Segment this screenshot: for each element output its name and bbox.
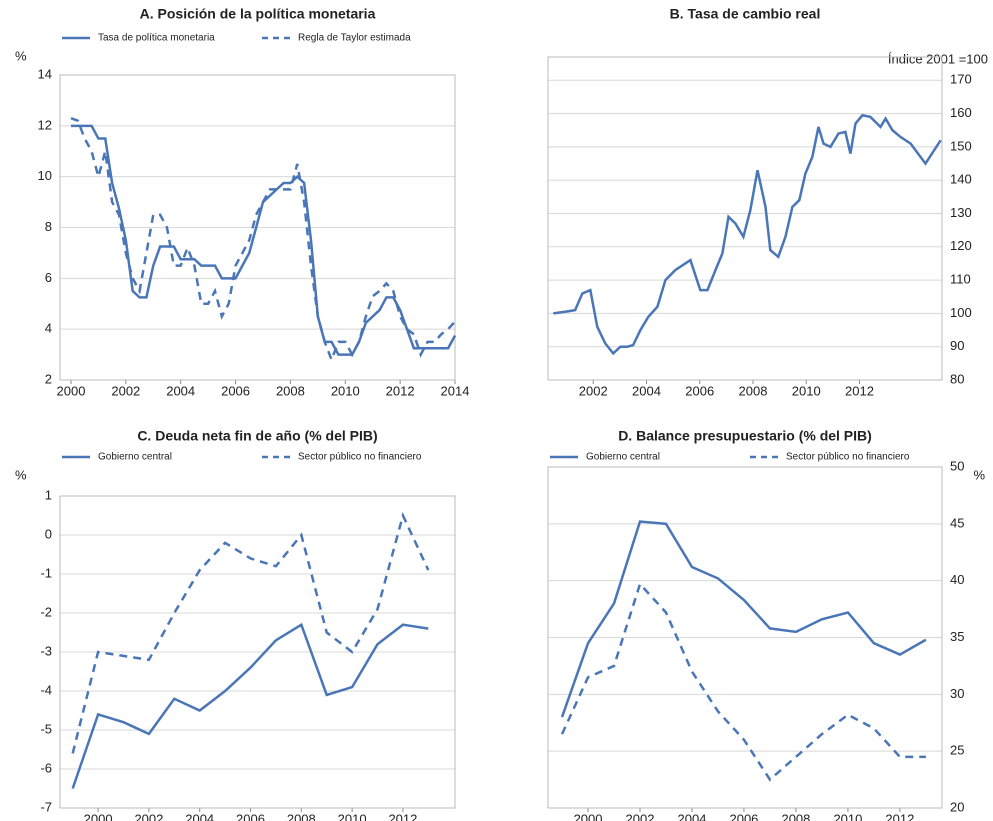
y-tick-label: 160 bbox=[950, 105, 972, 120]
y-tick-label: -3 bbox=[40, 643, 52, 658]
x-tick-label: 2002 bbox=[134, 811, 163, 821]
data-line bbox=[71, 622, 429, 789]
x-tick-label: 2012 bbox=[885, 811, 914, 821]
data-line bbox=[70, 124, 457, 356]
y-tick-label: 40 bbox=[950, 572, 964, 587]
y-tick-label: 0 bbox=[45, 526, 52, 541]
legend-label: Gobierno central bbox=[98, 452, 172, 463]
x-tick-label: 2008 bbox=[739, 383, 768, 398]
x-tick-label: 2012 bbox=[386, 383, 415, 398]
x-tick-label: 2010 bbox=[833, 811, 862, 821]
y-tick-label: 100 bbox=[950, 305, 972, 320]
x-tick-label: 2006 bbox=[221, 383, 250, 398]
x-tick-label: 2008 bbox=[276, 383, 305, 398]
y-tick-label: 130 bbox=[950, 205, 972, 220]
y-tick-label: 35 bbox=[950, 629, 964, 644]
plot-frame bbox=[547, 56, 943, 381]
x-tick-label: 2002 bbox=[626, 811, 655, 821]
plot-frame bbox=[59, 495, 456, 809]
y-tick-label: -7 bbox=[40, 799, 52, 814]
legend-label: Sector público no financiero bbox=[298, 452, 422, 463]
y-tick-label: 80 bbox=[950, 371, 964, 386]
plot-frame bbox=[547, 466, 943, 809]
legend-label: Sector público no financiero bbox=[786, 452, 910, 463]
unit-label: % bbox=[973, 467, 985, 482]
y-tick-label: -5 bbox=[40, 721, 52, 736]
data-line bbox=[553, 113, 942, 356]
x-tick-label: 2004 bbox=[678, 811, 707, 821]
chart-title: C. Deuda neta fin de año (% del PIB) bbox=[137, 428, 377, 444]
chart-title: B. Tasa de cambio real bbox=[670, 6, 821, 22]
y-tick-label: 6 bbox=[45, 270, 52, 285]
data-line bbox=[560, 581, 926, 782]
y-tick-label: 1 bbox=[45, 487, 52, 502]
chart-title: A. Posición de la política monetaria bbox=[140, 6, 376, 22]
y-tick-label: 12 bbox=[38, 117, 52, 132]
x-tick-label: 2004 bbox=[185, 811, 214, 821]
y-tick-label: 20 bbox=[950, 799, 964, 814]
y-tick-label: -2 bbox=[40, 604, 52, 619]
plot-frame bbox=[59, 74, 456, 381]
x-tick-label: 2010 bbox=[338, 811, 367, 821]
y-tick-label: 90 bbox=[950, 338, 964, 353]
x-tick-label: 2000 bbox=[574, 811, 603, 821]
y-tick-label: 2 bbox=[45, 371, 52, 386]
y-tick-label: -1 bbox=[40, 565, 52, 580]
chart-title: D. Balance presupuestario (% del PIB) bbox=[618, 428, 872, 444]
x-tick-label: 2010 bbox=[792, 383, 821, 398]
y-tick-label: 120 bbox=[950, 238, 972, 253]
y-tick-label: 10 bbox=[38, 168, 52, 183]
x-tick-label: 2000 bbox=[84, 811, 113, 821]
y-tick-label: 14 bbox=[38, 66, 52, 81]
x-tick-label: 2006 bbox=[729, 811, 758, 821]
x-tick-label: 2008 bbox=[287, 811, 316, 821]
y-tick-label: 45 bbox=[950, 515, 964, 530]
x-tick-label: 2012 bbox=[388, 811, 417, 821]
y-tick-label: 4 bbox=[45, 321, 52, 336]
y-tick-label: 30 bbox=[950, 686, 964, 701]
y-tick-label: 25 bbox=[950, 743, 964, 758]
x-tick-label: 2006 bbox=[685, 383, 714, 398]
y-tick-label: 50 bbox=[950, 458, 964, 473]
x-tick-label: 2014 bbox=[441, 383, 470, 398]
x-tick-label: 2002 bbox=[111, 383, 140, 398]
y-tick-label: -4 bbox=[40, 682, 52, 697]
x-tick-label: 2012 bbox=[845, 383, 874, 398]
legend-label: Gobierno central bbox=[586, 452, 660, 463]
unit-label: % bbox=[15, 48, 27, 63]
y-tick-label: 140 bbox=[950, 172, 972, 187]
y-tick-label: 150 bbox=[950, 138, 972, 153]
data-line bbox=[70, 117, 456, 364]
x-tick-label: 2010 bbox=[331, 383, 360, 398]
data-line bbox=[71, 511, 430, 754]
x-tick-label: 2006 bbox=[236, 811, 265, 821]
y-tick-label: -6 bbox=[40, 760, 52, 775]
legend-label: Regla de Taylor estimada bbox=[298, 33, 411, 44]
x-tick-label: 2008 bbox=[781, 811, 810, 821]
x-tick-label: 2000 bbox=[57, 383, 86, 398]
unit-label: % bbox=[15, 467, 27, 482]
y-tick-label: 110 bbox=[950, 272, 971, 287]
legend-label: Tasa de política monetaria bbox=[98, 33, 215, 44]
x-tick-label: 2004 bbox=[632, 383, 661, 398]
unit-label: Índice 2001 =100 bbox=[888, 51, 988, 66]
y-tick-label: 170 bbox=[950, 72, 972, 87]
data-line bbox=[560, 520, 927, 718]
x-tick-label: 2004 bbox=[166, 383, 195, 398]
y-tick-label: 8 bbox=[45, 219, 52, 234]
x-tick-label: 2002 bbox=[579, 383, 608, 398]
